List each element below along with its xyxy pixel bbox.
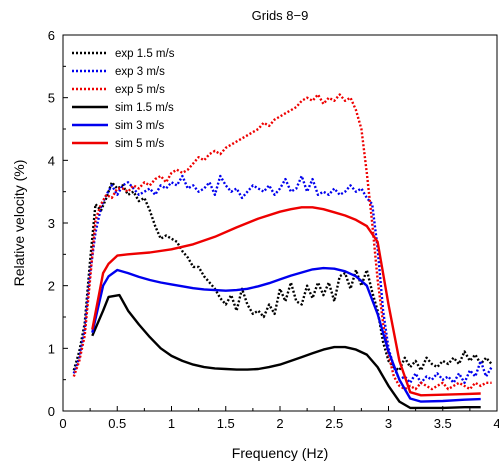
series-line-1 bbox=[72, 181, 493, 372]
y-tick-label: 3 bbox=[48, 216, 55, 231]
legend-label: exp 1.5 m/s bbox=[115, 48, 175, 60]
legend-label: exp 3 m/s bbox=[115, 66, 165, 78]
legend-label: exp 5 m/s bbox=[115, 84, 165, 96]
y-tick-label: 6 bbox=[48, 28, 55, 43]
data-layer bbox=[72, 93, 493, 410]
series-line-6 bbox=[91, 206, 481, 397]
y-tick-label: 1 bbox=[48, 341, 55, 356]
chart-title: Grids 8−9 bbox=[252, 8, 309, 23]
x-tick-label: 3 bbox=[385, 416, 392, 431]
legend-label: sim 5 m/s bbox=[115, 138, 164, 150]
legend-label: sim 1.5 m/s bbox=[115, 102, 174, 114]
series-line-4 bbox=[91, 293, 481, 410]
y-axis-label: Relative velocity (%) bbox=[11, 160, 27, 287]
x-tick-label: 2.5 bbox=[325, 416, 343, 431]
legend-label: sim 3 m/s bbox=[115, 120, 164, 132]
x-tick-label: 0.5 bbox=[108, 416, 126, 431]
x-tick-label: 0 bbox=[59, 416, 66, 431]
y-tick-label: 2 bbox=[48, 279, 55, 294]
series-line-5 bbox=[91, 266, 481, 403]
y-tick-label: 4 bbox=[48, 153, 55, 168]
x-axis-label: Frequency (Hz) bbox=[232, 445, 328, 461]
x-axis: 0 0.5 1 1.5 2 2.5 3 3.5 4 bbox=[59, 406, 499, 431]
legend: exp 1.5 m/s exp 3 m/s exp 5 m/s sim 1.5 m/s… bbox=[72, 48, 175, 150]
x-tick-label: 3.5 bbox=[434, 416, 452, 431]
y-tick-label: 0 bbox=[48, 404, 55, 419]
y-tick-label: 5 bbox=[48, 91, 55, 106]
x-tick-label: 2 bbox=[276, 416, 283, 431]
x-tick-label: 1 bbox=[168, 416, 175, 431]
x-tick-label: 4 bbox=[493, 416, 499, 431]
y-axis: 0 1 2 3 4 5 6 bbox=[48, 28, 68, 419]
x-tick-label: 1.5 bbox=[217, 416, 235, 431]
series-line-3 bbox=[72, 93, 492, 391]
